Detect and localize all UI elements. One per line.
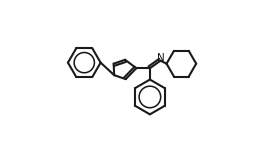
Text: N: N: [157, 53, 165, 63]
